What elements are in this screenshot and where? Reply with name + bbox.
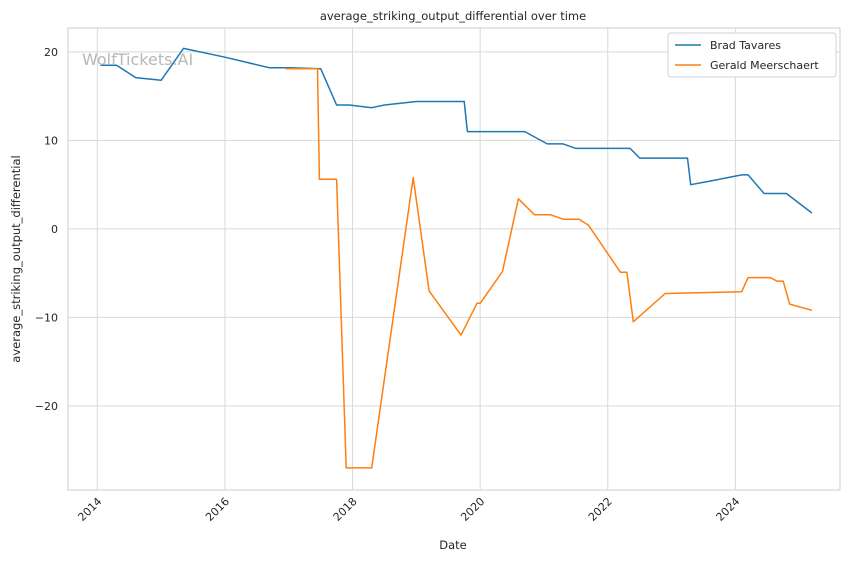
x-tick-label: 2016	[203, 495, 232, 524]
y-tick-label: −10	[35, 311, 58, 324]
series-line-brad-tavares	[100, 47, 813, 214]
series-line-gerald-meerschaert	[285, 67, 813, 469]
y-tick-label: −20	[35, 400, 58, 413]
y-tick-label: 0	[51, 223, 58, 236]
series-lines	[100, 47, 813, 469]
x-tick-label: 2014	[75, 495, 104, 524]
watermark: WolfTickets.AI	[82, 50, 193, 69]
legend-label-brad-tavares: Brad Tavares	[710, 39, 781, 52]
legend: Brad Tavares Gerald Meerschaert	[667, 32, 837, 78]
legend-box	[667, 32, 837, 78]
x-tick-label: 2020	[458, 495, 487, 524]
y-axis-label: average_striking_output_differential	[9, 155, 23, 362]
y-tick-label: 20	[44, 46, 58, 59]
x-tick-label: 2018	[331, 495, 360, 524]
y-tick-labels: 20 10 0 −10 −20	[35, 46, 58, 413]
x-tick-label: 2024	[713, 495, 742, 524]
legend-label-gerald-meerschaert: Gerald Meerschaert	[710, 59, 819, 72]
plot-area	[67, 27, 841, 491]
x-axis-label: Date	[439, 538, 467, 552]
x-tick-labels: 2014 2016 2018 2020 2022 2024	[75, 495, 742, 524]
chart-title: average_striking_output_differential ove…	[320, 9, 586, 23]
y-tick-label: 10	[44, 134, 58, 147]
x-tick-label: 2022	[586, 495, 615, 524]
